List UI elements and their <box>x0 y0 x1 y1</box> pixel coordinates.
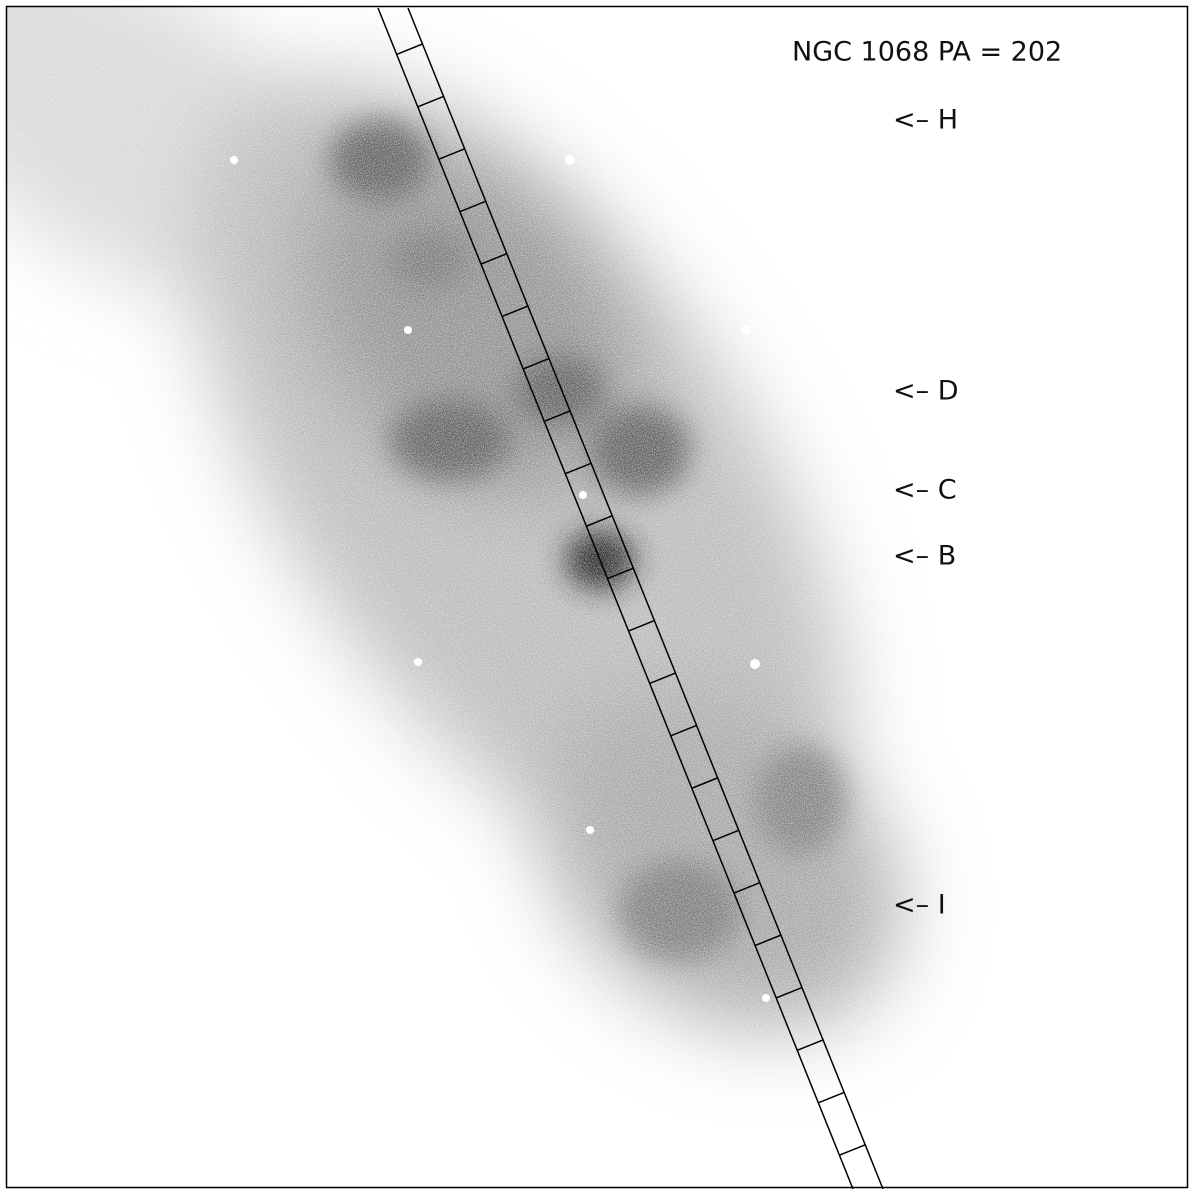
image-title: NGC 1068 PA = 202 <box>792 37 1062 68</box>
galaxy-image <box>0 0 1190 1189</box>
marker-label: <– B <box>893 541 956 572</box>
figure: NGC 1068 PA = 202 <– H <– D <– C <– B <– I <box>0 0 1190 1189</box>
marker-label: <– I <box>893 890 946 921</box>
marker-label: <– C <box>893 475 957 506</box>
marker-label: <– H <box>893 105 958 136</box>
marker-label: <– D <box>893 376 959 407</box>
